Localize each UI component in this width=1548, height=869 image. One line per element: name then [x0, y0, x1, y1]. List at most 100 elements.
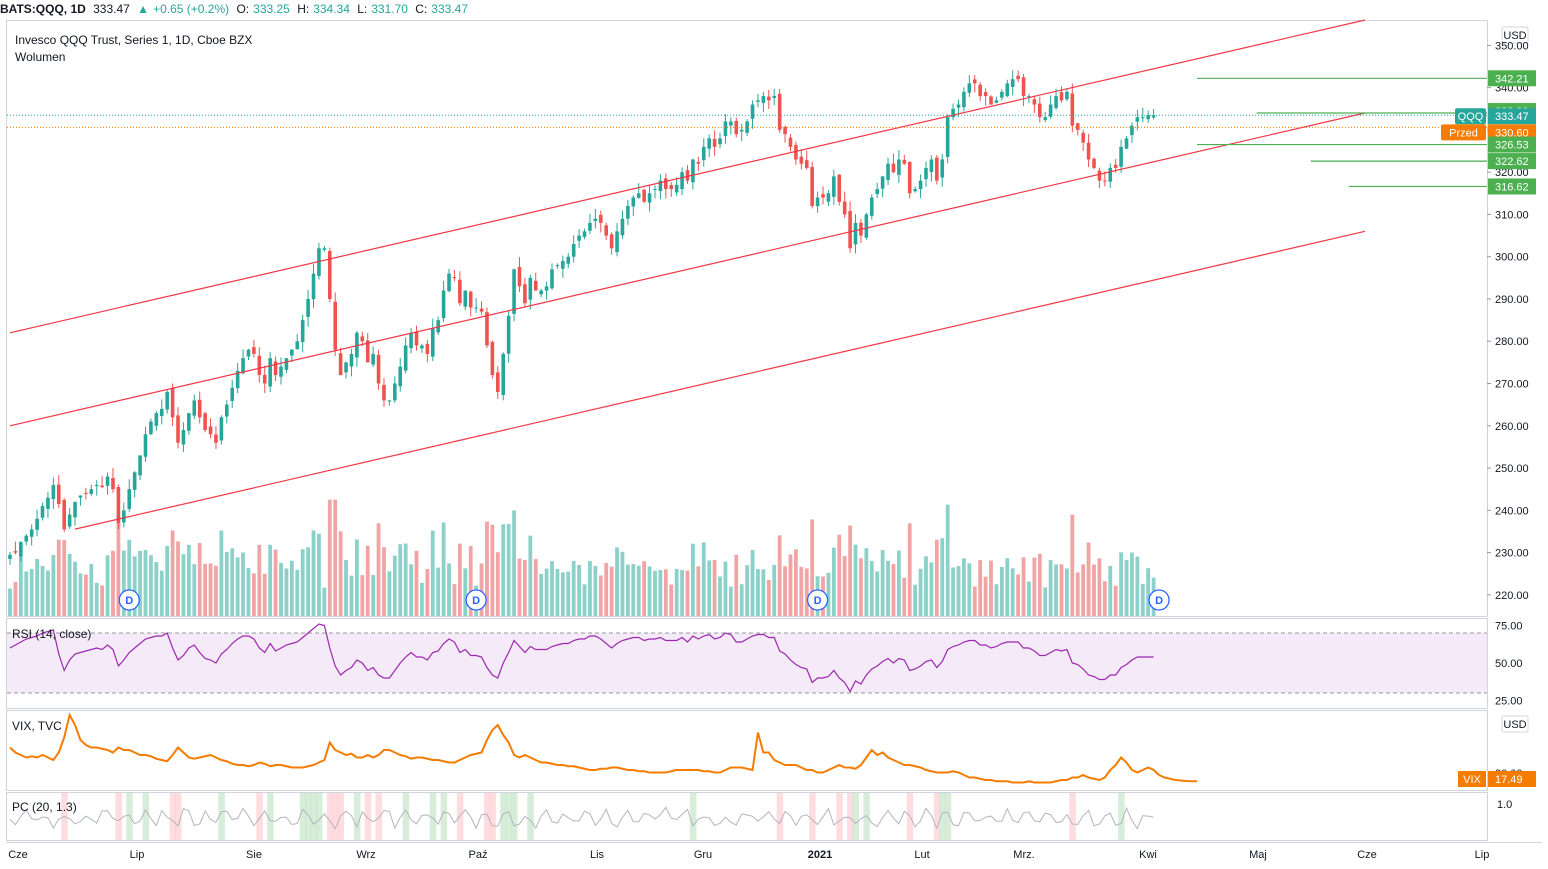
candle-body [143, 434, 148, 457]
currency-box[interactable] [1501, 26, 1529, 44]
candle-body [295, 341, 300, 350]
volume-bar [1124, 560, 1129, 616]
volume-bar [1081, 564, 1086, 616]
candle-body [501, 353, 506, 396]
time-axis[interactable]: Cze Lip Sie Wrz Paź Lis Gru 2021 Lut Mrz. Kwi Maj Cz… [8, 849, 1489, 861]
volume-bar [696, 566, 701, 616]
volume-bar [891, 564, 896, 616]
volume-bar [1135, 556, 1140, 616]
candle-body [783, 126, 787, 135]
candle-body [214, 434, 218, 443]
volume-bar [831, 547, 836, 616]
pc-band [511, 793, 518, 840]
volume-bar [674, 568, 679, 616]
pc-tick: 1.0 [1497, 799, 1512, 811]
price-tag: QQQ [1458, 111, 1484, 123]
volume-bar [203, 563, 208, 616]
channel-lines[interactable] [9, 19, 1366, 530]
volume-bar [1027, 581, 1031, 616]
candle-body [458, 279, 462, 304]
volume-bar [224, 552, 229, 616]
volume-bar [701, 542, 706, 616]
candle-body [230, 387, 235, 401]
candle-body [897, 159, 901, 175]
volume-bar [295, 569, 300, 616]
volume-bar [235, 557, 240, 616]
symbol-label[interactable]: BATS:QQQ, 1D [0, 2, 86, 16]
candle-body [1113, 164, 1118, 168]
volume-bar [810, 519, 815, 616]
volume-bar [1021, 557, 1026, 616]
candle-body [1103, 180, 1107, 182]
candle-body [588, 222, 592, 231]
volume-bar [67, 553, 72, 616]
pc-band [483, 793, 491, 840]
vix-currency-box[interactable] [1501, 715, 1529, 733]
volume-bar [1113, 585, 1118, 616]
volume-bar [604, 562, 609, 616]
candle-body [1048, 104, 1053, 117]
volume-bar [56, 539, 61, 616]
volume-bar [127, 539, 132, 616]
pc-band [305, 793, 312, 840]
candle-body [284, 358, 289, 370]
candle-body [138, 455, 142, 476]
price-tick: 350.00 [1495, 40, 1529, 52]
candle-body [506, 315, 511, 354]
low-key: L: [357, 2, 368, 16]
channel-line [74, 230, 1366, 530]
volume-bar [463, 568, 468, 616]
rsi-line [9, 623, 1154, 693]
price-tick: 220.00 [1495, 590, 1529, 602]
time-tick: Mrz. [1013, 849, 1034, 861]
pc-band [315, 793, 323, 840]
volume-bar [945, 504, 950, 616]
pc-band [847, 793, 854, 840]
candle-body [577, 235, 581, 241]
pc-band [364, 793, 372, 840]
volume-bar [105, 555, 110, 616]
volume-bar [1059, 564, 1064, 616]
candle-body [235, 370, 240, 389]
candles [8, 70, 1156, 565]
volume-bar [51, 554, 56, 616]
volume-bar [1005, 558, 1010, 616]
volume-bar [78, 573, 83, 616]
candle-body [945, 117, 950, 157]
candle-body [512, 269, 516, 314]
candle-body [262, 374, 267, 384]
volume-bar [663, 569, 668, 616]
volume-bar [826, 572, 831, 616]
level-lines[interactable] [1196, 77, 1487, 188]
candle-body [219, 417, 224, 441]
volume-bar [452, 584, 457, 616]
volume-bar [544, 568, 549, 616]
volume-bar [593, 565, 598, 616]
vix-axis: USD 20.00 VIX 17.49 [1458, 715, 1536, 787]
volume-bar [457, 543, 462, 616]
candle-body [430, 328, 435, 357]
vix-tag: VIX [1463, 774, 1481, 786]
volume-bar [252, 573, 256, 616]
candle-body [100, 485, 104, 488]
volume-bar [441, 522, 446, 616]
volume-bar [880, 550, 885, 616]
time-tick: Sie [246, 849, 262, 861]
volume-bar [165, 545, 170, 616]
candle-body [127, 489, 132, 509]
price-tick: 320.00 [1495, 167, 1529, 179]
volume-bar [631, 564, 636, 616]
volume-bar [241, 552, 245, 616]
candle-body [290, 349, 294, 356]
candle-body [609, 234, 614, 249]
pc-band [456, 793, 464, 840]
candle-body [409, 332, 413, 349]
time-tick: Lut [914, 849, 929, 861]
candle-body [729, 121, 733, 126]
candle-body [273, 361, 278, 376]
candle-body [647, 193, 652, 203]
volume-bar [642, 561, 647, 616]
volume-bar [859, 558, 863, 616]
volume-bar [230, 548, 235, 616]
